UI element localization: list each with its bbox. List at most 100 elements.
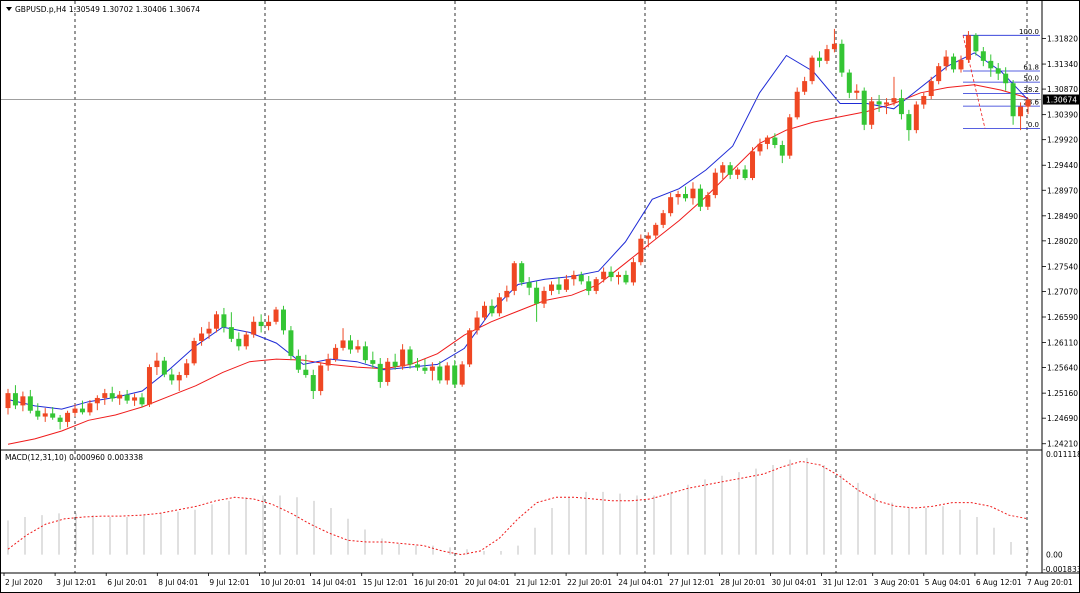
candle[interactable] (377, 358, 383, 388)
candle[interactable] (146, 364, 152, 407)
candle[interactable] (176, 371, 182, 392)
candle[interactable] (638, 234, 644, 266)
candle[interactable] (295, 349, 301, 373)
candle[interactable] (474, 311, 480, 335)
candle[interactable] (943, 50, 949, 71)
candle[interactable] (601, 267, 607, 283)
candle[interactable] (541, 286, 547, 308)
candle[interactable] (139, 393, 145, 407)
candle[interactable] (861, 87, 867, 131)
candle[interactable] (437, 361, 443, 384)
candle[interactable] (653, 222, 659, 239)
candle[interactable] (459, 361, 465, 387)
candle[interactable] (616, 271, 622, 285)
candle[interactable] (154, 352, 160, 376)
candle[interactable] (764, 135, 770, 150)
candle[interactable] (578, 271, 584, 285)
candle[interactable] (102, 388, 108, 405)
candle[interactable] (511, 261, 517, 296)
candle[interactable] (660, 209, 666, 229)
candle[interactable] (846, 69, 852, 99)
candle[interactable] (221, 307, 227, 333)
candle[interactable] (787, 114, 793, 159)
candle[interactable] (452, 360, 458, 388)
candle[interactable] (1003, 67, 1009, 91)
candle[interactable] (414, 358, 420, 371)
candle[interactable] (206, 321, 212, 339)
candle[interactable] (891, 76, 897, 106)
candle[interactable] (519, 261, 525, 286)
candle[interactable] (213, 311, 219, 333)
candle[interactable] (318, 362, 324, 396)
candle[interactable] (407, 346, 413, 369)
candle[interactable] (936, 62, 942, 85)
candle[interactable] (199, 327, 205, 346)
candle[interactable] (109, 386, 115, 402)
candle[interactable] (839, 39, 845, 77)
candle[interactable] (712, 168, 718, 199)
candle[interactable] (898, 89, 904, 120)
candle[interactable] (884, 98, 890, 115)
symbol-dropdown-icon[interactable] (6, 7, 12, 11)
candle[interactable] (355, 339, 361, 353)
candle[interactable] (630, 257, 636, 286)
candle[interactable] (608, 266, 614, 282)
candle[interactable] (347, 335, 353, 354)
candle[interactable] (5, 388, 11, 415)
candle[interactable] (623, 270, 629, 285)
candle[interactable] (556, 277, 562, 295)
candlesticks[interactable] (5, 28, 1031, 430)
candle[interactable] (727, 162, 733, 180)
candle[interactable] (422, 359, 428, 374)
candle[interactable] (42, 408, 48, 422)
candle[interactable] (645, 232, 651, 248)
candle[interactable] (995, 62, 1001, 81)
candle[interactable] (854, 84, 860, 100)
candle[interactable] (988, 54, 994, 77)
candle[interactable] (87, 400, 93, 416)
candle[interactable] (958, 55, 964, 73)
candle[interactable] (690, 182, 696, 205)
candle[interactable] (742, 165, 748, 181)
candle[interactable] (757, 138, 763, 156)
candle[interactable] (325, 353, 331, 371)
candle[interactable] (772, 133, 778, 149)
candle[interactable] (563, 274, 569, 292)
candle[interactable] (310, 369, 316, 400)
candle[interactable] (266, 315, 272, 331)
candle[interactable] (236, 332, 242, 351)
candle[interactable] (779, 140, 785, 164)
candle[interactable] (273, 306, 279, 325)
candle[interactable] (1018, 102, 1024, 131)
candle[interactable] (333, 344, 339, 362)
candle[interactable] (65, 410, 71, 428)
candle[interactable] (973, 33, 979, 56)
candle[interactable] (243, 331, 249, 350)
candle[interactable] (481, 301, 487, 321)
candle[interactable] (697, 184, 703, 212)
candle[interactable] (951, 53, 957, 73)
candle[interactable] (593, 277, 599, 295)
candle[interactable] (549, 281, 555, 296)
candle[interactable] (161, 356, 167, 378)
candle[interactable] (965, 31, 971, 63)
candle[interactable] (79, 400, 85, 415)
candle[interactable] (280, 305, 286, 335)
candle[interactable] (12, 385, 18, 410)
candle[interactable] (288, 326, 294, 361)
candle[interactable] (340, 328, 346, 351)
candle[interactable] (429, 362, 435, 381)
candle[interactable] (27, 389, 33, 414)
candle[interactable] (169, 368, 175, 385)
candle[interactable] (303, 354, 309, 378)
candle[interactable] (132, 393, 138, 406)
candle[interactable] (124, 389, 130, 404)
candle[interactable] (794, 87, 800, 120)
candle[interactable] (534, 281, 540, 322)
candle[interactable] (675, 190, 681, 205)
candle[interactable] (400, 344, 406, 370)
candle[interactable] (184, 359, 190, 378)
fibonacci-retracement[interactable]: 100.0 61.8 50.0 38.2 23.6 0.0 (962, 28, 1040, 129)
